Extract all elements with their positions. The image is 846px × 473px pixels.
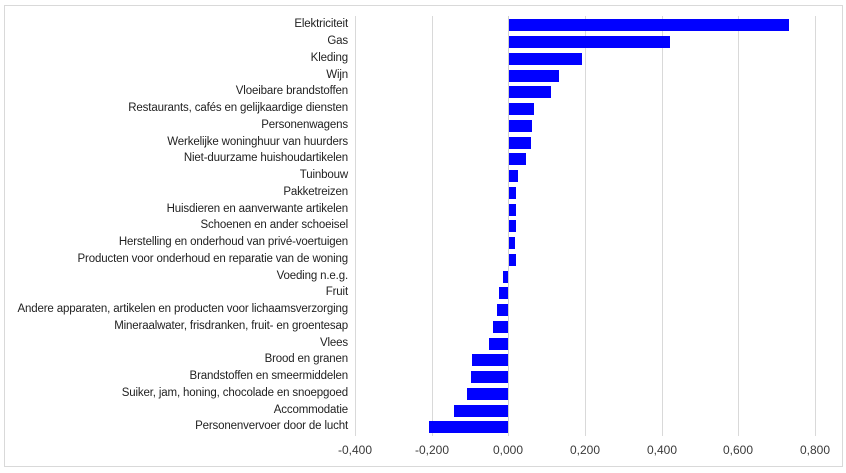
category-label: Restaurants, cafés en gelijkaardige dien… (128, 102, 348, 115)
gridline (432, 16, 433, 436)
bar (466, 387, 509, 400)
x-tick-label: 0,800 (799, 443, 831, 457)
category-label: Producten voor onderhoud en reparatie va… (77, 252, 349, 265)
bar (508, 52, 582, 65)
bar (508, 19, 789, 32)
category-label: Brood en granen (264, 353, 349, 366)
bar (489, 337, 509, 350)
category-label: Voeding n.e.g. (276, 269, 349, 282)
category-label: Elektriciteit (294, 18, 348, 31)
category-label: Mineraalwater, frisdranken, fruit- en gr… (114, 319, 348, 332)
bar (453, 404, 509, 417)
bar (508, 103, 534, 116)
category-label: Personenwagens (261, 118, 348, 131)
category-label: Vloeibare brandstoffen (235, 85, 348, 98)
bar (508, 36, 670, 49)
category-label: Werkelijke woninghuur van huurders (167, 135, 348, 148)
gridline (585, 16, 586, 436)
category-label: Vlees (319, 336, 348, 349)
bar (508, 186, 517, 199)
x-tick-label: 0,400 (646, 443, 678, 457)
x-tick-label: -0,400 (337, 443, 373, 457)
bar (472, 354, 509, 367)
bar (508, 86, 551, 99)
gridline (355, 16, 356, 436)
x-tick-label: -0,200 (414, 443, 450, 457)
bar (471, 371, 509, 384)
category-label: Suiker, jam, honing, chocolade en snoepg… (121, 386, 348, 399)
bar (508, 203, 516, 216)
bar (493, 320, 509, 333)
gridline (662, 16, 663, 436)
bar (508, 253, 516, 266)
category-label: Tuinbouw (299, 169, 348, 182)
x-tick-label: 0,600 (722, 443, 754, 457)
x-tick-label: 0,000 (492, 443, 524, 457)
chart-frame (4, 5, 843, 467)
category-label: Schoenen en ander schoeisel (200, 219, 349, 232)
gridline (738, 16, 739, 436)
category-label: Herstelling en onderhoud van privé-voert… (118, 236, 348, 249)
zero-axis-line (508, 16, 509, 436)
category-label: Pakketreizen (283, 185, 348, 198)
bar (508, 119, 532, 132)
bar (508, 170, 519, 183)
category-label: Kleding (310, 51, 348, 64)
category-label: Accommodatie (273, 403, 348, 416)
bar (508, 153, 527, 166)
category-label: Huisdieren en aanverwante artikelen (166, 202, 349, 215)
bar (496, 304, 509, 317)
bar (508, 69, 559, 82)
category-label: Gas (327, 35, 348, 48)
x-tick-label: 0,200 (569, 443, 601, 457)
category-label: Brandstoffen en smeermiddelen (189, 370, 349, 383)
category-label: Fruit (325, 286, 348, 299)
bar (508, 136, 531, 149)
bar (499, 287, 509, 300)
category-label: Wijn (326, 68, 348, 81)
category-label: Personenvervoer door de lucht (195, 420, 348, 433)
bar (429, 421, 509, 434)
bar (502, 270, 509, 283)
bar (508, 220, 516, 233)
category-label: Niet-duurzame huishoudartikelen (183, 152, 348, 165)
bar (508, 237, 516, 250)
gridline (815, 16, 816, 436)
category-label: Andere apparaten, artikelen en producten… (17, 303, 349, 316)
